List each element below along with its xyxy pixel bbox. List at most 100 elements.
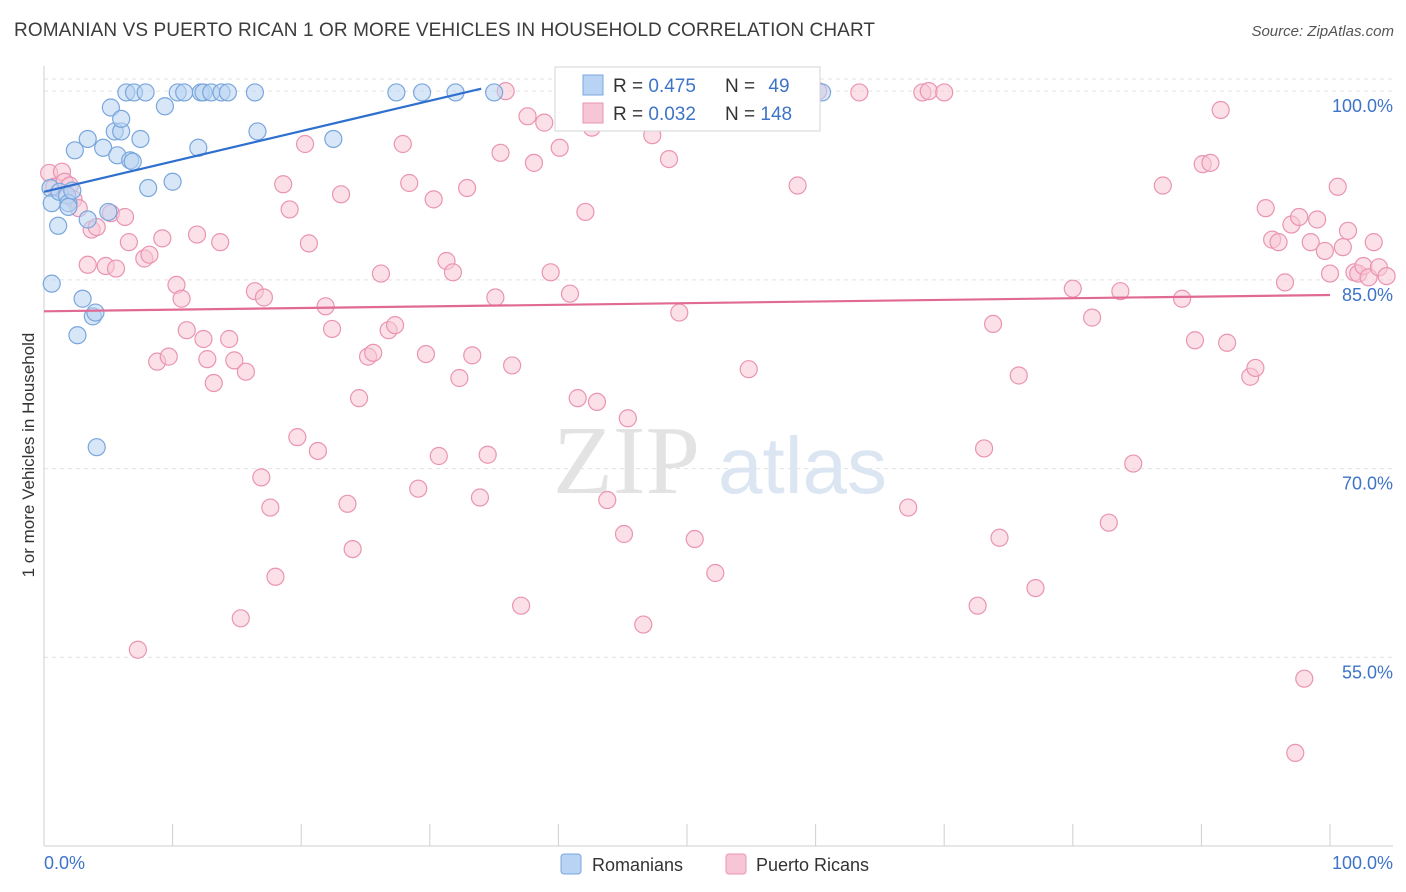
data-point-puerto-rican [409, 479, 428, 498]
data-point-puerto-rican [429, 446, 448, 466]
data-point-puerto-rican [1286, 743, 1305, 763]
data-point-romanian [485, 83, 504, 102]
data-point-puerto-rican [535, 113, 554, 132]
data-point-puerto-rican [78, 255, 97, 274]
data-point-puerto-rican [659, 149, 679, 169]
data-point-puerto-rican [1201, 153, 1220, 172]
data-point-romanian [324, 129, 343, 149]
data-point-puerto-rican [1256, 199, 1275, 218]
data-point-puerto-rican [331, 185, 351, 204]
data-point-puerto-rican [1328, 177, 1347, 196]
trend-line-puerto-ricans [43, 293, 1331, 313]
data-point-puerto-rican [343, 539, 362, 559]
svg-text:N = 148: N = 148 [725, 104, 792, 125]
y-tick-label: 70.0% [1342, 474, 1393, 494]
data-point-romanian [218, 83, 237, 102]
data-point-puerto-rican [598, 490, 617, 510]
data-point-romanian [86, 303, 105, 322]
data-point-puerto-rican [288, 428, 307, 447]
legend-label-romanians: Romanians [592, 855, 683, 875]
legend-swatch-romanians [582, 74, 604, 96]
puerto-rican-points [40, 82, 1396, 763]
data-point-romanian [387, 83, 406, 102]
data-point-romanian [65, 141, 84, 160]
data-point-puerto-rican [541, 263, 560, 282]
data-point-puerto-rican [159, 347, 178, 366]
data-point-puerto-rican [587, 392, 607, 412]
data-point-puerto-rican [1082, 308, 1102, 327]
data-point-romanian [139, 178, 158, 198]
y-tick-labels: 100.0% 85.0% 70.0% 55.0% [1332, 96, 1393, 682]
data-point-puerto-rican [1211, 100, 1230, 120]
data-point-puerto-rican [393, 134, 412, 154]
data-point-romanian [49, 216, 68, 235]
data-point-puerto-rican [919, 82, 938, 101]
data-point-puerto-rican [576, 202, 595, 222]
data-point-puerto-rican [153, 229, 172, 248]
data-point-puerto-rican [850, 83, 869, 102]
y-tick-label: 55.0% [1342, 662, 1393, 682]
correlation-legend: R = 0.475 N = 49 R = 0.032 N = 148 [554, 66, 821, 132]
data-point-puerto-rican [252, 468, 271, 487]
data-point-puerto-rican [338, 494, 357, 513]
data-point-puerto-rican [1275, 273, 1295, 292]
data-point-puerto-rican [266, 567, 285, 586]
data-point-romanian [101, 98, 120, 117]
trend-line-romanians [43, 87, 482, 193]
chart-title: ROMANIAN VS PUERTO RICAN 1 OR MORE VEHIC… [14, 20, 876, 41]
axes [43, 66, 1393, 847]
data-point-puerto-rican [1320, 264, 1340, 283]
data-point-puerto-rican [140, 245, 159, 264]
data-point-puerto-rican [491, 143, 510, 162]
data-point-puerto-rican [1246, 358, 1265, 378]
data-point-puerto-rican [211, 233, 230, 252]
data-point-puerto-rican [177, 321, 196, 340]
legend-swatch-puerto-ricans [582, 102, 604, 124]
data-point-puerto-rican [1185, 331, 1205, 350]
series-legend: Romanians Puerto Ricans [560, 853, 869, 875]
romanian-points [41, 83, 832, 457]
svg-text:R = 0.032: R = 0.032 [613, 104, 696, 125]
data-point-puerto-rican [739, 360, 758, 379]
data-point-puerto-rican [128, 640, 147, 659]
watermark-atlas: atlas [718, 421, 887, 510]
data-point-puerto-rican [990, 528, 1009, 547]
data-point-romanian [155, 97, 174, 116]
data-point-puerto-rican [968, 596, 987, 615]
data-point-puerto-rican [115, 207, 135, 227]
data-point-puerto-rican [316, 297, 335, 316]
data-point-puerto-rican [371, 264, 391, 283]
svg-text:N = 49: N = 49 [725, 76, 790, 97]
data-point-romanian [87, 438, 106, 457]
data-point-puerto-rican [478, 445, 497, 464]
legend-n-label: N = [725, 76, 760, 97]
data-point-puerto-rican [1269, 233, 1288, 252]
data-point-puerto-rican [1308, 210, 1327, 229]
data-point-puerto-rican [935, 83, 954, 102]
data-point-puerto-rican [1009, 366, 1028, 385]
data-point-puerto-rican [172, 289, 191, 308]
data-point-puerto-rican [518, 107, 537, 126]
data-point-puerto-rican [614, 524, 634, 544]
data-point-puerto-rican [1295, 669, 1314, 688]
data-point-puerto-rican [220, 329, 239, 349]
data-point-puerto-rican [204, 373, 223, 393]
data-point-puerto-rican [400, 173, 419, 193]
legend-swatch-romanians [560, 853, 582, 875]
data-point-puerto-rican [295, 134, 315, 154]
data-point-puerto-rican [1173, 289, 1192, 308]
data-point-puerto-rican [550, 138, 569, 157]
data-point-romanian [94, 138, 113, 157]
data-point-puerto-rican [899, 498, 918, 517]
data-point-puerto-rican [706, 563, 725, 583]
data-point-puerto-rican [231, 609, 250, 628]
data-point-puerto-rican [1111, 282, 1130, 301]
data-point-romanian [248, 122, 267, 141]
trend-lines [43, 87, 1331, 313]
data-point-puerto-rican [634, 615, 653, 634]
data-point-puerto-rican [560, 284, 580, 303]
data-point-romanian [59, 197, 78, 217]
data-point-puerto-rican [1364, 233, 1383, 252]
data-point-puerto-rican [1063, 279, 1082, 298]
